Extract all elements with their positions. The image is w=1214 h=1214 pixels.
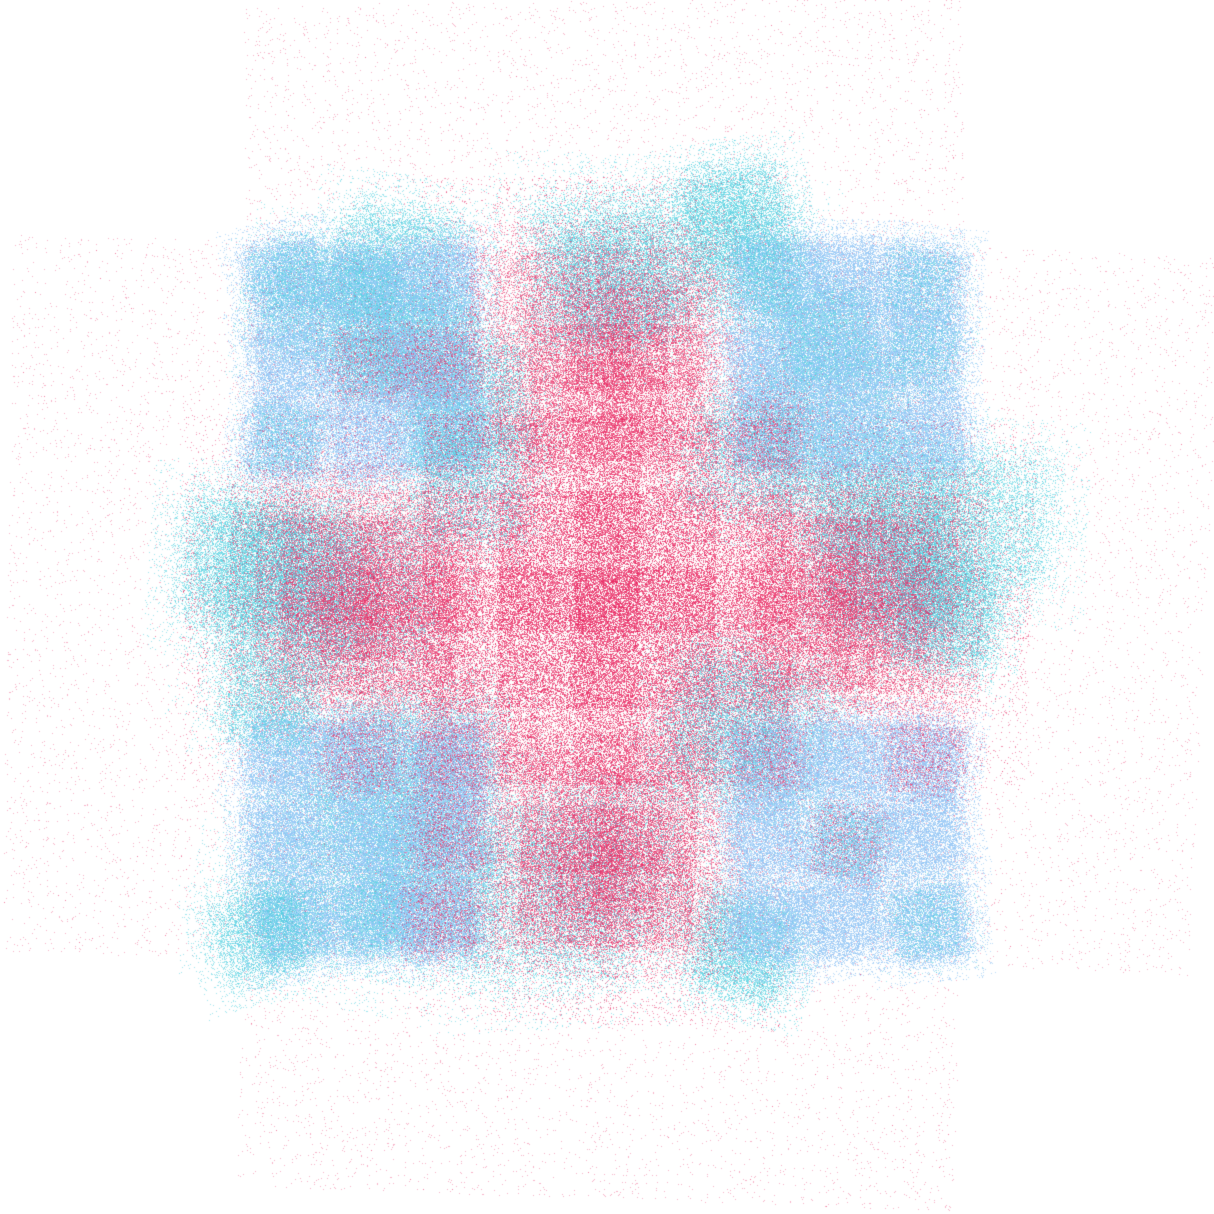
fractal-point-cloud-canvas: [0, 0, 1214, 1214]
artwork-canvas-container: [0, 0, 1214, 1214]
